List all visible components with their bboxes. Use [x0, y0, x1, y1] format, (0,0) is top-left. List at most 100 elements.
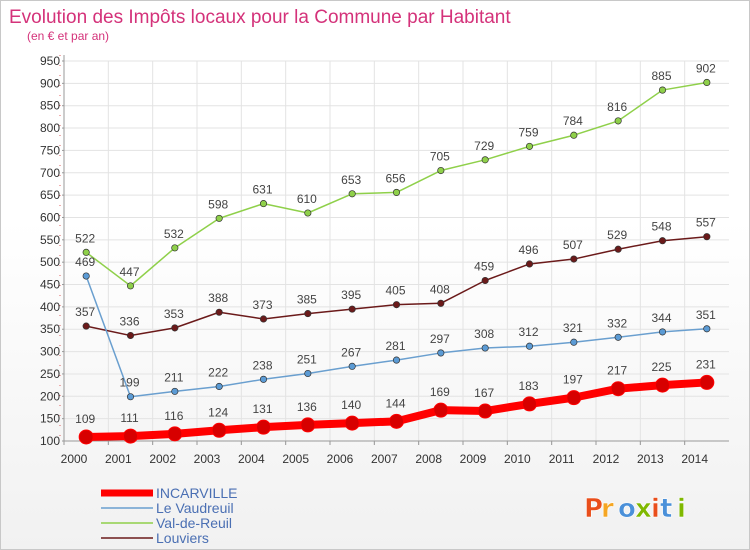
data-label-le-vaudreuil: 222 — [208, 365, 228, 379]
data-label-val-de-reuil: 759 — [518, 125, 538, 139]
data-label-louviers: 459 — [474, 260, 494, 274]
data-label-val-de-reuil: 532 — [164, 227, 184, 241]
point-louviers — [126, 331, 135, 340]
logo-letter: i — [677, 494, 686, 524]
point-incarville — [123, 428, 138, 444]
point-incarville — [433, 402, 449, 418]
point-le-vaudreuil — [348, 362, 356, 370]
data-label-incarville: 169 — [430, 385, 450, 399]
x-tick-label: 2010 — [504, 452, 531, 466]
y-tick-label: 350 — [40, 322, 60, 336]
data-label-louviers: 388 — [208, 291, 228, 305]
data-label-incarville: 217 — [607, 364, 627, 378]
point-le-vaudreuil — [481, 344, 489, 352]
point-incarville — [211, 422, 227, 438]
y-tick-label: 950 — [40, 54, 60, 68]
data-label-incarville: 111 — [120, 411, 139, 425]
data-label-le-vaudreuil: 344 — [651, 311, 671, 325]
point-val-de-reuil — [126, 282, 135, 290]
point-louviers — [82, 322, 90, 330]
data-label-val-de-reuil: 653 — [341, 173, 361, 187]
data-label-louviers: 373 — [252, 298, 272, 312]
point-louviers — [171, 324, 179, 332]
point-val-de-reuil — [348, 190, 356, 198]
chart-title: Evolution des Impôts locaux pour la Comm… — [9, 7, 511, 28]
x-tick-label: 2003 — [194, 452, 221, 466]
point-louviers — [658, 237, 667, 245]
point-louviers — [481, 276, 489, 285]
data-label-louviers: 557 — [696, 216, 716, 230]
data-label-louviers: 395 — [341, 288, 361, 302]
data-label-le-vaudreuil: 211 — [164, 370, 183, 384]
data-label-louviers: 507 — [563, 238, 583, 252]
x-tick-label: 2006 — [327, 452, 354, 466]
data-label-louviers: 385 — [297, 293, 317, 307]
data-label-louviers: 548 — [651, 220, 671, 234]
point-le-vaudreuil — [392, 356, 401, 364]
data-label-le-vaudreuil: 332 — [607, 316, 627, 330]
point-val-de-reuil — [304, 209, 312, 217]
y-tick-label: 100 — [40, 434, 60, 448]
data-label-incarville: 144 — [385, 396, 405, 410]
x-tick-label: 2012 — [593, 452, 620, 466]
legend-label-louviers: Louviers — [156, 530, 209, 546]
data-label-le-vaudreuil: 297 — [430, 332, 450, 346]
data-label-val-de-reuil: 705 — [430, 150, 450, 164]
point-louviers — [215, 308, 223, 316]
point-val-de-reuil — [570, 131, 578, 139]
point-incarville — [655, 377, 670, 393]
data-label-louviers: 353 — [164, 307, 184, 321]
chart-subtitle: (en € et par an) — [27, 29, 109, 43]
point-val-de-reuil — [658, 86, 667, 94]
y-tick-label: 650 — [40, 188, 60, 202]
data-label-incarville: 197 — [563, 373, 583, 387]
y-tick-label: 250 — [40, 367, 60, 381]
data-label-incarville: 225 — [651, 360, 671, 374]
data-label-le-vaudreuil: 469 — [75, 255, 95, 269]
y-tick-label: 400 — [40, 300, 60, 314]
data-label-val-de-reuil: 784 — [563, 114, 583, 128]
point-louviers — [437, 299, 445, 307]
x-axis: 2000 2001 2002 2003 2004 2005 2006 2007 2008 2009… — [61, 440, 729, 466]
y-tick-label: 500 — [40, 255, 60, 269]
data-label-val-de-reuil: 902 — [696, 61, 716, 75]
data-label-le-vaudreuil: 351 — [696, 308, 716, 322]
point-louviers — [304, 310, 312, 318]
logo-letter: o — [618, 494, 636, 524]
data-label-le-vaudreuil: 321 — [563, 321, 583, 335]
point-le-vaudreuil — [570, 338, 578, 346]
x-tick-label: 2001 — [105, 452, 132, 466]
data-label-incarville: 167 — [474, 386, 494, 400]
data-label-val-de-reuil: 631 — [252, 183, 272, 197]
data-label-le-vaudreuil: 199 — [119, 376, 139, 390]
data-label-louviers: 357 — [75, 305, 95, 319]
x-tick-label: 2004 — [238, 452, 265, 466]
x-tick-label: 2013 — [637, 452, 664, 466]
point-val-de-reuil — [392, 188, 401, 196]
data-label-louviers: 529 — [607, 228, 627, 242]
point-val-de-reuil — [614, 117, 622, 125]
point-val-de-reuil — [215, 214, 223, 222]
point-incarville — [300, 417, 316, 433]
data-label-le-vaudreuil: 238 — [252, 358, 272, 372]
data-label-val-de-reuil: 885 — [651, 69, 671, 83]
y-tick-label: 750 — [40, 143, 60, 157]
point-incarville — [566, 390, 582, 406]
y-tick-label: 600 — [40, 210, 60, 224]
point-val-de-reuil — [525, 142, 534, 150]
data-label-louviers: 405 — [385, 284, 405, 298]
point-le-vaudreuil — [171, 387, 179, 395]
data-label-val-de-reuil: 522 — [75, 231, 95, 245]
point-louviers — [392, 301, 401, 309]
logo-letter: i — [651, 494, 660, 524]
point-le-vaudreuil — [437, 349, 445, 357]
data-labels: 522 447 532 598 631 610 653 656 705 729 759 784 816 8… — [75, 61, 716, 426]
proxiti-logo: Pr o x i t i — [584, 494, 687, 525]
point-incarville — [610, 381, 626, 397]
point-val-de-reuil — [171, 244, 179, 252]
point-incarville — [256, 419, 271, 435]
y-tick-label: 800 — [40, 121, 60, 135]
legend-label-val-de-reuil: Val-de-Reuil — [156, 515, 232, 531]
point-le-vaudreuil — [304, 369, 312, 378]
